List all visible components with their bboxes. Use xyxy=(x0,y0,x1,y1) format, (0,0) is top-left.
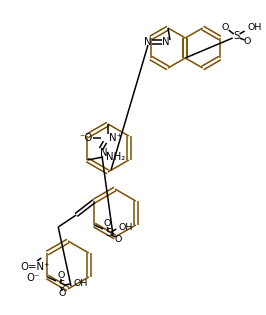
Text: N: N xyxy=(100,148,108,158)
Text: OH: OH xyxy=(118,224,132,232)
Text: N: N xyxy=(144,37,152,47)
Text: O: O xyxy=(244,37,251,47)
Text: OH: OH xyxy=(248,24,262,32)
Text: ⁻O: ⁻O xyxy=(79,133,93,143)
Text: S: S xyxy=(105,228,111,238)
Text: O: O xyxy=(57,272,65,280)
Text: O⁻: O⁻ xyxy=(27,273,40,283)
Text: O: O xyxy=(59,289,66,299)
Text: O=N⁺: O=N⁺ xyxy=(20,262,50,272)
Text: N⁺: N⁺ xyxy=(109,133,122,143)
Text: O: O xyxy=(103,220,111,228)
Text: S: S xyxy=(58,280,64,290)
Text: OH: OH xyxy=(73,278,88,288)
Text: O: O xyxy=(222,24,229,32)
Text: S: S xyxy=(234,31,240,41)
Text: NH₂: NH₂ xyxy=(106,152,125,162)
Text: N: N xyxy=(162,37,170,47)
Text: O: O xyxy=(115,234,122,243)
